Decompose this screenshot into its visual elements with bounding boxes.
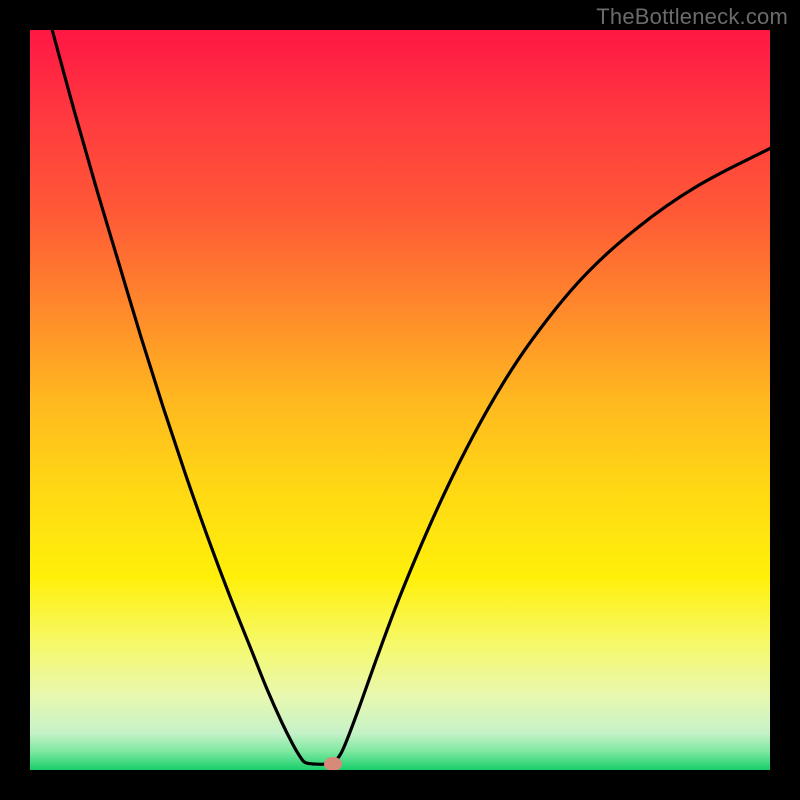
watermark-text: TheBottleneck.com xyxy=(596,4,788,30)
optimal-point-marker xyxy=(324,757,342,770)
curve-path xyxy=(52,30,770,764)
bottleneck-curve xyxy=(30,30,770,770)
chart-plot-area xyxy=(30,30,770,770)
